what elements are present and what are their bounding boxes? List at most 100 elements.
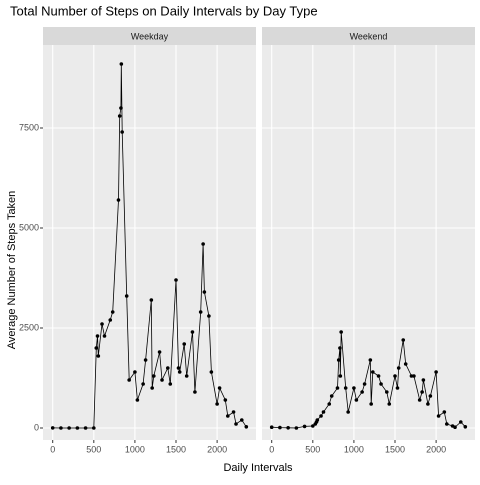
point bbox=[149, 298, 154, 302]
x-tick-label: 500 bbox=[305, 444, 320, 454]
point bbox=[436, 414, 441, 418]
point bbox=[294, 426, 299, 430]
x-tick-label: 2000 bbox=[207, 444, 227, 454]
point bbox=[336, 358, 341, 362]
x-tick-label: 1500 bbox=[385, 444, 405, 454]
strip bbox=[262, 27, 475, 45]
point bbox=[379, 382, 383, 386]
point bbox=[321, 410, 326, 414]
point bbox=[362, 382, 367, 386]
panel bbox=[262, 45, 475, 440]
point bbox=[168, 382, 173, 386]
point bbox=[135, 398, 140, 402]
point bbox=[174, 278, 178, 282]
point bbox=[417, 398, 422, 402]
point bbox=[157, 350, 162, 354]
point bbox=[182, 342, 187, 346]
point bbox=[371, 370, 375, 374]
point bbox=[376, 374, 381, 378]
x-tick-label: 0 bbox=[50, 444, 55, 454]
point bbox=[445, 422, 449, 426]
point bbox=[244, 425, 249, 429]
point bbox=[124, 294, 129, 298]
point bbox=[327, 402, 332, 406]
point bbox=[207, 314, 211, 318]
y-axis-label: Average Number of Steps Taken bbox=[6, 191, 18, 350]
point bbox=[177, 370, 182, 374]
point bbox=[116, 198, 121, 202]
point bbox=[426, 402, 430, 406]
point bbox=[338, 374, 343, 378]
point bbox=[120, 130, 124, 134]
point bbox=[420, 390, 424, 394]
point bbox=[119, 62, 124, 66]
point bbox=[75, 426, 80, 430]
point bbox=[198, 310, 203, 314]
point bbox=[393, 374, 397, 378]
point bbox=[458, 420, 463, 424]
point bbox=[463, 425, 468, 429]
point bbox=[412, 374, 416, 378]
point bbox=[95, 334, 100, 338]
point bbox=[94, 346, 99, 350]
point bbox=[193, 390, 197, 394]
point bbox=[223, 398, 228, 402]
y-tick-label: 7500 bbox=[19, 122, 39, 132]
point bbox=[59, 426, 63, 430]
point bbox=[119, 106, 123, 110]
point bbox=[50, 426, 55, 430]
point bbox=[110, 310, 115, 314]
point bbox=[395, 386, 400, 390]
point bbox=[67, 426, 71, 430]
point bbox=[434, 370, 438, 374]
point bbox=[403, 362, 408, 366]
panel bbox=[43, 45, 256, 440]
point bbox=[352, 386, 356, 390]
point bbox=[339, 330, 343, 334]
point bbox=[215, 402, 219, 406]
point bbox=[152, 374, 156, 378]
point bbox=[387, 402, 392, 406]
point bbox=[201, 242, 205, 246]
strip bbox=[43, 27, 256, 45]
point bbox=[150, 386, 154, 390]
point bbox=[428, 394, 433, 398]
point bbox=[346, 410, 350, 414]
point bbox=[217, 386, 222, 390]
point bbox=[442, 410, 447, 414]
point bbox=[338, 346, 342, 350]
point bbox=[286, 426, 290, 430]
x-tick-label: 1000 bbox=[125, 444, 145, 454]
point bbox=[209, 370, 214, 374]
strip-label: Weekend bbox=[350, 31, 388, 41]
point bbox=[396, 366, 401, 370]
point bbox=[176, 366, 181, 370]
point bbox=[319, 414, 323, 418]
y-tick-label: 2500 bbox=[19, 322, 39, 332]
point bbox=[117, 114, 122, 118]
point bbox=[165, 366, 170, 370]
point bbox=[160, 378, 164, 382]
point bbox=[354, 398, 359, 402]
point bbox=[368, 358, 373, 362]
point bbox=[143, 358, 148, 362]
point bbox=[100, 322, 104, 326]
strip-label: Weekday bbox=[131, 31, 169, 41]
point bbox=[141, 382, 145, 386]
point bbox=[92, 426, 96, 430]
x-tick-label: 500 bbox=[86, 444, 101, 454]
point bbox=[202, 290, 207, 294]
x-tick-label: 1000 bbox=[344, 444, 364, 454]
point bbox=[234, 422, 238, 426]
point bbox=[108, 318, 113, 322]
point bbox=[360, 390, 364, 394]
point bbox=[409, 374, 414, 378]
point bbox=[127, 378, 131, 382]
point bbox=[329, 394, 334, 398]
point bbox=[311, 424, 315, 428]
y-tick-label: 0 bbox=[34, 422, 39, 432]
point bbox=[302, 424, 307, 429]
point bbox=[96, 354, 101, 358]
point bbox=[384, 390, 389, 394]
